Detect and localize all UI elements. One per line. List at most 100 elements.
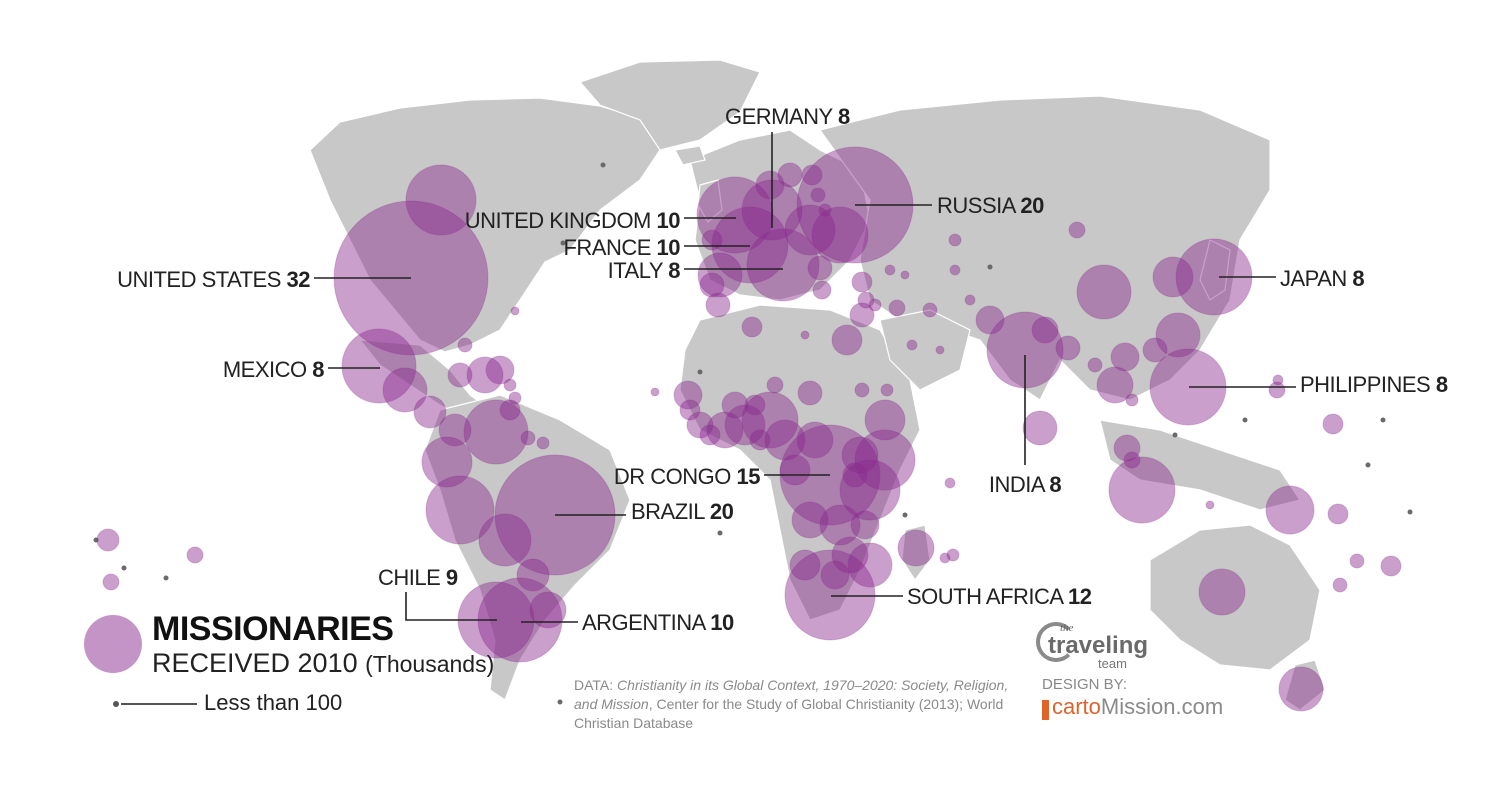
bubble-norway — [755, 170, 785, 200]
bubble-botswana — [820, 560, 850, 590]
bubble-myanmar — [1087, 357, 1103, 373]
small-dot — [1172, 432, 1178, 438]
label-france-value: 10 — [657, 235, 681, 260]
map-legend: MISSIONARIES RECEIVED 2010 (Thousands) L… — [84, 610, 504, 730]
bubble-solomons — [1327, 503, 1349, 525]
bubble-ireland — [701, 229, 723, 251]
bubble-cape-verde — [650, 387, 660, 397]
bubble-hispaniola — [466, 356, 504, 394]
legend-subtitle: RECEIVED 2010 (Thousands) — [152, 648, 494, 679]
bubble-suriname — [536, 436, 550, 450]
small-dot — [717, 530, 723, 536]
bubble-madagascar — [897, 529, 935, 567]
bubble-togo — [749, 429, 771, 451]
small-dot — [93, 537, 99, 543]
small-dot — [560, 240, 566, 246]
bubble-baltic-2 — [818, 203, 832, 217]
bubble-mauritius — [939, 552, 951, 564]
label-france: FRANCE 10 — [563, 235, 680, 260]
bubble-mexico — [341, 328, 417, 404]
bubble-turkey — [851, 271, 873, 293]
label-south-africa-name: SOUTH AFRICA — [907, 584, 1064, 609]
bubble-bangladesh — [1055, 335, 1081, 361]
small-country-dots — [93, 162, 1413, 705]
bubble-guatemala — [382, 367, 428, 413]
country-labels: GERMANY 8 UNITED KINGDOM 10 FRANCE 10 IT… — [117, 104, 1448, 635]
label-united-kingdom: UNITED KINGDOM 10 — [465, 208, 680, 233]
bubble-liberia — [686, 411, 714, 439]
label-chile: CHILE 9 — [378, 565, 458, 590]
bubble-iraq — [888, 299, 906, 317]
label-mexico-value: 8 — [312, 357, 324, 382]
bubble-brunei — [1272, 374, 1284, 386]
bubble-morocco — [741, 316, 763, 338]
label-italy: ITALY 8 — [608, 258, 681, 283]
bubble-guinea — [699, 424, 721, 446]
label-brazil-name: BRAZIL — [631, 499, 705, 524]
traveling-team-logo-main: traveling — [1048, 632, 1149, 659]
bubble-timor — [1205, 500, 1215, 510]
traveling-team-logo-team: team — [1098, 656, 1127, 671]
label-chile-name: CHILE — [378, 565, 440, 590]
label-dr-congo-value: 15 — [737, 464, 761, 489]
bubble-sudan — [854, 382, 870, 398]
label-south-africa: SOUTH AFRICA 12 — [907, 584, 1092, 609]
bubble-caribbean-4 — [510, 306, 520, 316]
bubble-mozambique — [847, 542, 893, 588]
bubble-paraguay — [516, 558, 550, 592]
bubble-jamaica — [485, 355, 515, 385]
bubble-poland — [784, 204, 836, 256]
label-south-africa-value: 12 — [1068, 584, 1092, 609]
bubble-fiji — [1380, 555, 1402, 577]
bubble-new-caledonia — [1332, 577, 1348, 593]
legend-subtitle-main: RECEIVED 2010 — [152, 648, 358, 678]
label-argentina-name: ARGENTINA — [582, 610, 707, 635]
bubble-rwanda — [842, 462, 868, 488]
bubble-chad — [797, 380, 823, 406]
label-dr-congo: DR CONGO 15 — [614, 464, 760, 489]
legend-small-line — [121, 703, 197, 705]
bubble-israel — [849, 302, 875, 328]
label-germany: GERMANY 8 — [725, 104, 850, 129]
label-russia-name: RUSSIA — [937, 193, 1017, 218]
small-dot — [600, 162, 606, 168]
land-japan — [1199, 239, 1231, 301]
bubble-thailand — [1096, 366, 1134, 404]
bubble-ethiopia — [864, 399, 906, 441]
label-philippines: PHILIPPINES 8 — [1300, 372, 1448, 397]
small-dot — [163, 575, 169, 581]
bubble-taiwan — [1142, 337, 1168, 363]
label-argentina: ARGENTINA 10 — [582, 610, 734, 635]
small-dot — [1365, 462, 1371, 468]
bubble-cameroon — [764, 419, 806, 461]
bubble-caucasus — [884, 264, 896, 276]
bubble-venezuela — [499, 399, 521, 421]
bubble-panama — [438, 413, 472, 447]
bubble-namibia — [789, 549, 821, 581]
bubble-vanuatu — [1349, 553, 1365, 569]
land-south-america — [424, 394, 631, 701]
bubble-iran — [922, 302, 938, 318]
label-dr-congo-name: DR CONGO — [614, 464, 731, 489]
bubble-pacific-3 — [102, 573, 120, 591]
bubble-vietnam — [1125, 393, 1139, 407]
bubble-pakistan — [975, 305, 1005, 335]
source-prefix: DATA: — [574, 677, 618, 693]
bubble-eritrea — [880, 383, 894, 397]
bubble-uganda — [841, 436, 879, 474]
bubble-tanzania — [839, 459, 901, 521]
bubble-micronesia — [1322, 413, 1344, 435]
label-united-states: UNITED STATES 32 — [117, 267, 310, 292]
bubble-uae — [935, 345, 945, 355]
label-united-kingdom-name: UNITED KINGDOM — [465, 208, 651, 233]
label-brazil: BRAZIL 20 — [631, 499, 734, 524]
bubble-mali — [721, 391, 749, 419]
bubble-greece — [812, 280, 832, 300]
bubble-sweden — [777, 162, 803, 188]
bubble-finland — [801, 164, 823, 186]
bubble-baltic-1 — [810, 187, 826, 203]
source-title: Christianity in its Global Context, 1970… — [574, 677, 1009, 712]
data-source-note: DATA: Christianity in its Global Context… — [574, 676, 1024, 733]
bubble-syria — [868, 298, 882, 312]
